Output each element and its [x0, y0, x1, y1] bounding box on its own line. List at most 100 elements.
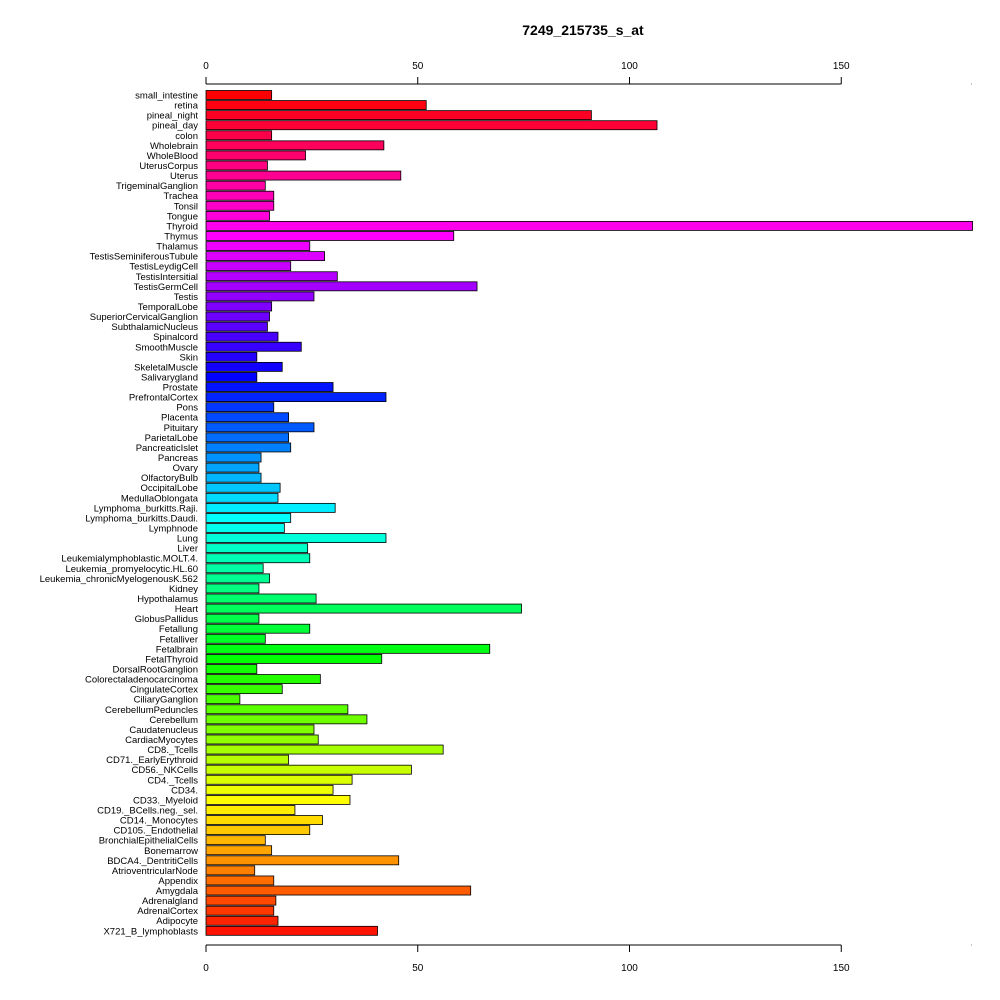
category-label: CD14._Monocytes	[120, 816, 198, 827]
category-label: SmoothMuscle	[135, 342, 198, 353]
category-label: CD4._Tcells	[147, 775, 198, 786]
category-label: AdrenalCortex	[137, 906, 198, 917]
bar-AdrenalCortex	[205, 905, 275, 916]
category-label: PancreaticIslet	[136, 443, 199, 454]
category-label: WholeBlood	[147, 151, 198, 162]
bar-CD105._Endothelial	[205, 825, 311, 836]
bar-Liver	[205, 543, 309, 554]
category-label: Spinalcord	[153, 332, 198, 343]
category-label: Skin	[180, 352, 198, 363]
bar-CardiacMyocytes	[205, 734, 319, 745]
bar-UterusCorpus	[205, 160, 268, 171]
bar-CingulateCortex	[205, 684, 283, 695]
category-label: TrigeminalGanglion	[116, 181, 198, 192]
bar-Skin	[205, 351, 258, 362]
bar-pineal_night	[205, 110, 592, 121]
category-label: Liver	[177, 544, 198, 555]
bar-Adrenalgland	[205, 895, 277, 906]
category-label: Fetalliver	[159, 634, 198, 645]
bar-Adipocyte	[205, 915, 279, 926]
category-label: Lymphoma_burkitts.Raji.	[94, 503, 198, 514]
chart-title: 7249_215735_s_at	[522, 22, 644, 38]
bottom-axis-tick-label: 150	[833, 963, 850, 974]
category-label: ParietalLobe	[145, 433, 198, 444]
bar-Thyroid	[205, 221, 973, 231]
bar-Bonemarrow	[205, 845, 273, 856]
bar-Uterus	[205, 170, 402, 181]
bar-Caudatenucleus	[205, 724, 315, 735]
bar-Amygdala	[205, 885, 472, 896]
top-axis-tick-label: 100	[621, 61, 638, 72]
category-label: Adrenalgland	[142, 896, 198, 907]
bar-retina	[205, 100, 427, 110]
bar-Lymphoma_burkitts.Daudi.	[205, 513, 292, 523]
bar-Ovary	[205, 462, 260, 473]
bar-TemporalLobe	[205, 301, 273, 312]
bar-CiliaryGanglion	[205, 694, 241, 705]
bar-Colorectaladenocarcinoma	[205, 674, 321, 684]
bar-BDCA4._DentritiCells	[205, 855, 400, 866]
category-label: TemporalLobe	[138, 302, 198, 313]
bar-Pons	[205, 402, 275, 413]
bar-PrefrontalCortex	[205, 392, 387, 403]
category-label: Adipocyte	[156, 916, 198, 927]
bar-Fetallung	[205, 623, 311, 634]
category-label: CingulateCortex	[130, 685, 198, 696]
bar-ParietalLobe	[205, 432, 289, 443]
category-label: pineal_day	[152, 121, 198, 132]
top-axis-tick-label: 150	[833, 61, 850, 72]
category-label: Cerebellum	[149, 715, 198, 726]
bar-CD71._EarlyErythroid	[205, 754, 289, 765]
category-label: AtrioventricularNode	[112, 866, 198, 877]
category-label: Hypothalamus	[137, 594, 198, 605]
bar-FetalThyroid	[205, 654, 383, 664]
category-label: Placenta	[161, 413, 199, 424]
bar-OlfactoryBulb	[205, 472, 262, 483]
category-label: Leukemia_promyelocytic.HL.60	[65, 564, 198, 575]
category-label: Leukemia_chronicMyelogenousK.562	[40, 574, 198, 585]
bar-Lung	[205, 533, 387, 543]
bar-Spinalcord	[205, 331, 279, 342]
category-label: Tonsil	[174, 201, 198, 212]
bar-X721_B_lymphoblasts	[205, 925, 378, 936]
category-label: X721_B_lymphoblasts	[103, 926, 198, 937]
category-label: CiliaryGanglion	[134, 695, 198, 706]
bar-Lymphnode	[205, 523, 285, 533]
bar-CD33._Myeloid	[205, 795, 351, 805]
bar-Leukemia_chronicMyelogenousK.562	[205, 573, 270, 584]
bar-Kidney	[205, 583, 260, 594]
category-label: Thalamus	[156, 242, 198, 253]
category-label: Ovary	[173, 463, 199, 474]
bar-OccipitalLobe	[205, 482, 281, 493]
category-label: OccipitalLobe	[140, 483, 198, 494]
category-label: DorsalRootGanglion	[112, 664, 198, 675]
category-label: Salivarygland	[141, 372, 198, 383]
category-label: CD56._NKCells	[131, 765, 198, 776]
bar-Lymphoma_burkitts.Raji.	[205, 502, 336, 513]
category-label: CD33._Myeloid	[133, 795, 198, 806]
bar-Cerebellum	[205, 714, 368, 725]
category-label: Thyroid	[166, 221, 198, 232]
category-label: OlfactoryBulb	[141, 473, 198, 484]
bar-pineal_day	[205, 120, 658, 131]
bar-TestisIntersitial	[205, 271, 338, 282]
bar-CD8._Tcells	[205, 744, 444, 755]
category-label: Lymphoma_burkitts.Daudi.	[85, 513, 198, 524]
bar-PancreaticIslet	[205, 442, 292, 453]
bar-Leukemialymphoblastic.MOLT.4.	[205, 553, 311, 564]
bar-Appendix	[205, 875, 275, 886]
category-label: Uterus	[170, 171, 198, 182]
category-label: Leukemialymphoblastic.MOLT.4.	[61, 554, 198, 565]
category-label: Pancreas	[158, 453, 198, 464]
bar-Hypothalamus	[205, 593, 317, 604]
category-label: Lymphnode	[149, 524, 198, 535]
bar-Pancreas	[205, 452, 262, 463]
bar-SuperiorCervicalGanglion	[205, 311, 270, 322]
category-label: small_intestine	[135, 91, 198, 102]
category-label: pineal_night	[147, 111, 199, 122]
category-label: SkeletalMuscle	[134, 362, 198, 373]
bar-CD56._NKCells	[205, 764, 412, 775]
category-label: CD34.	[171, 785, 198, 796]
bar-DorsalRootGanglion	[205, 664, 258, 674]
bar-Testis	[205, 291, 315, 302]
